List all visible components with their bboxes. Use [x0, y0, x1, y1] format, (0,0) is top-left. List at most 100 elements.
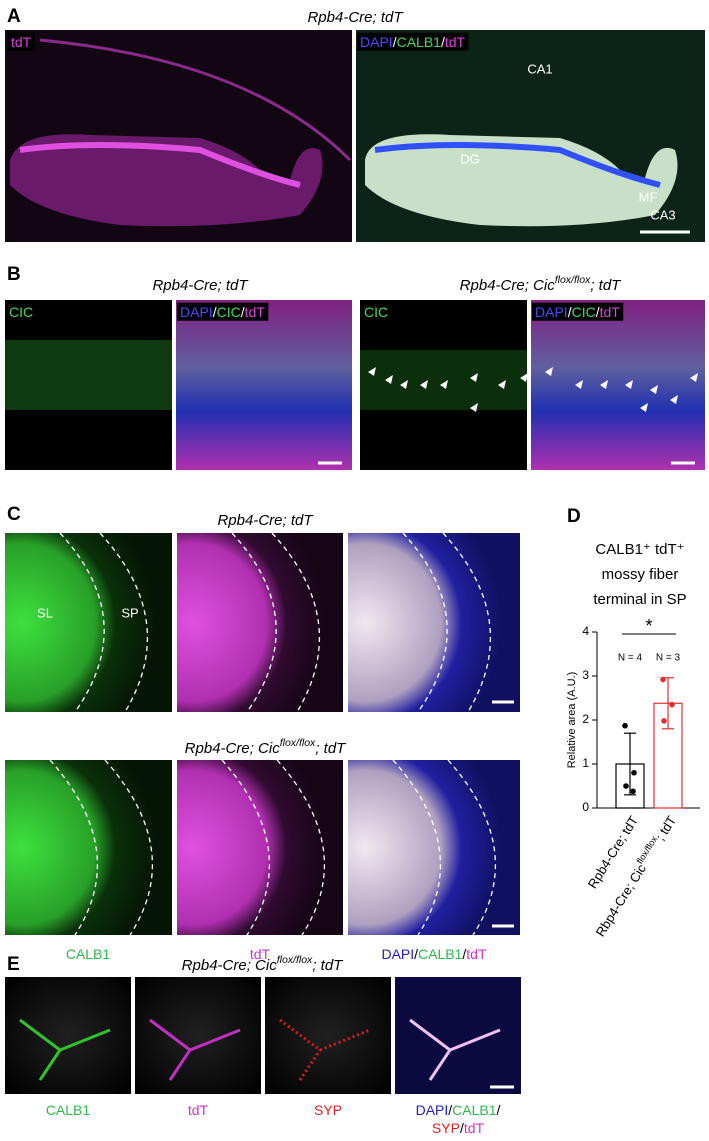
- text-part: flox/flox: [280, 737, 316, 749]
- arrowhead: [650, 385, 658, 394]
- error-bar: [624, 732, 636, 796]
- image: [348, 533, 520, 712]
- arrowhead: [600, 380, 608, 389]
- image: [395, 977, 521, 1094]
- region-label: CA1: [527, 61, 552, 76]
- arrowhead: [385, 375, 393, 384]
- image: [5, 977, 131, 1094]
- text-part: /: [568, 304, 572, 320]
- label-background: [532, 302, 624, 321]
- channel-label: CIC: [364, 304, 388, 320]
- text-part: CIC: [217, 304, 241, 320]
- text-part: Rpb4-Cre; Cic: [460, 277, 556, 294]
- panel-title: Rpb4-Cre; Cicflox/flox; tdT: [185, 737, 347, 757]
- text-part: tdT: [11, 34, 32, 50]
- panel-letter: E: [7, 954, 20, 975]
- image-region: [149, 1018, 241, 1081]
- label-background: [361, 302, 392, 321]
- data-point: [631, 770, 637, 776]
- text-part: CIC: [364, 304, 388, 320]
- text-part: tdT: [464, 1120, 485, 1136]
- channel-label: DAPI/CALB1/tdT: [381, 946, 487, 962]
- chart-title: mossy fiber: [602, 566, 679, 583]
- text-part: CALB1: [418, 946, 463, 962]
- boundaries: [49, 532, 497, 936]
- region-label: DG: [460, 151, 480, 166]
- y-tick-label: 1: [582, 756, 589, 770]
- image-region: [409, 1018, 501, 1081]
- data-point: [660, 676, 666, 683]
- channel-label: CALB1: [46, 1102, 91, 1118]
- channel-label: DAPI/CALB1/tdT: [360, 34, 466, 50]
- panel-title: Rpb4-Cre; Cicflox/flox; tdT: [460, 274, 622, 294]
- text-part: tdT: [445, 34, 466, 50]
- image: [5, 760, 172, 935]
- data-point: [623, 783, 629, 789]
- text-part: tdT: [600, 304, 621, 320]
- text-part: ; tdT: [653, 813, 680, 843]
- y-tick-label: 0: [582, 800, 589, 814]
- data-point: [630, 788, 636, 795]
- image: [177, 760, 343, 935]
- text-part: Rpb4-Cre; tdT: [152, 277, 249, 294]
- panel-title: Rpb4-Cre; Cicflox/flox; tdT: [182, 954, 344, 974]
- arrowhead: [575, 380, 583, 389]
- image-region: [19, 1018, 111, 1081]
- text-part: flox/flox: [635, 834, 660, 866]
- text-part: flox/flox: [277, 954, 313, 966]
- text-part: /: [462, 946, 466, 962]
- text-part: Rpb4-Cre; tdT: [307, 9, 404, 26]
- arrowhead: [640, 403, 648, 412]
- arrowhead: [670, 395, 678, 404]
- arrowhead: [690, 373, 698, 382]
- text-part: DAPI: [381, 946, 414, 962]
- arrowhead: [368, 367, 376, 376]
- image: [348, 760, 520, 935]
- text-part: ; tdT: [312, 957, 344, 974]
- text-part: /: [497, 1102, 501, 1118]
- text-part: ; tdT: [315, 740, 347, 757]
- arrowhead: [470, 403, 478, 412]
- text-part: flox/flox: [555, 274, 591, 286]
- channel-label: DAPI/CIC/tdT: [535, 304, 620, 320]
- label-background: [357, 32, 469, 51]
- text-part: Rpb4-Cre; tdT: [217, 512, 314, 529]
- text-part: /: [213, 304, 217, 320]
- text-part: DAPI: [180, 304, 213, 320]
- text-part: ; tdT: [590, 277, 622, 294]
- text-part: CALB1: [397, 34, 442, 50]
- image-region: [279, 1018, 371, 1081]
- region-label: SL: [37, 605, 53, 620]
- arrowhead: [545, 367, 553, 376]
- text-part: DAPI: [416, 1102, 449, 1118]
- chart-title: CALB1⁺ tdT⁺: [595, 541, 684, 558]
- text-part: SYP: [314, 1102, 342, 1118]
- image-region: [365, 134, 678, 227]
- n-label: N = 4: [618, 653, 643, 664]
- text-part: DAPI: [360, 34, 393, 50]
- arrowhead: [440, 380, 448, 389]
- text-part: /: [393, 34, 397, 50]
- chart-title: terminal in SP: [593, 591, 686, 608]
- channel-label: SYP: [314, 1102, 342, 1118]
- image: [265, 977, 391, 1094]
- text-part: tdT: [188, 1102, 209, 1118]
- image-region: [39, 38, 352, 162]
- y-axis-label: Relative area (A.U.): [566, 672, 578, 769]
- panel-title: Rpb4-Cre; tdT: [217, 512, 314, 529]
- text-part: /: [448, 1102, 452, 1118]
- data-point: [661, 718, 667, 724]
- panel-letter: D: [567, 506, 581, 527]
- image: [135, 977, 261, 1094]
- channel-label: DAPI/CIC/tdT: [180, 304, 265, 320]
- text-part: CALB1: [452, 1102, 497, 1118]
- channel-label: tdT: [188, 1102, 209, 1118]
- text-part: Rpb4-Cre; Cic: [182, 957, 278, 974]
- channel-label: tdT: [250, 946, 271, 962]
- panel-title: Rpb4-Cre; tdT: [307, 9, 404, 26]
- image-region: [19, 142, 301, 188]
- text-part: CIC: [9, 304, 33, 320]
- text-part: tdT: [245, 304, 266, 320]
- region-label: MF: [639, 189, 658, 204]
- data-point: [669, 701, 675, 708]
